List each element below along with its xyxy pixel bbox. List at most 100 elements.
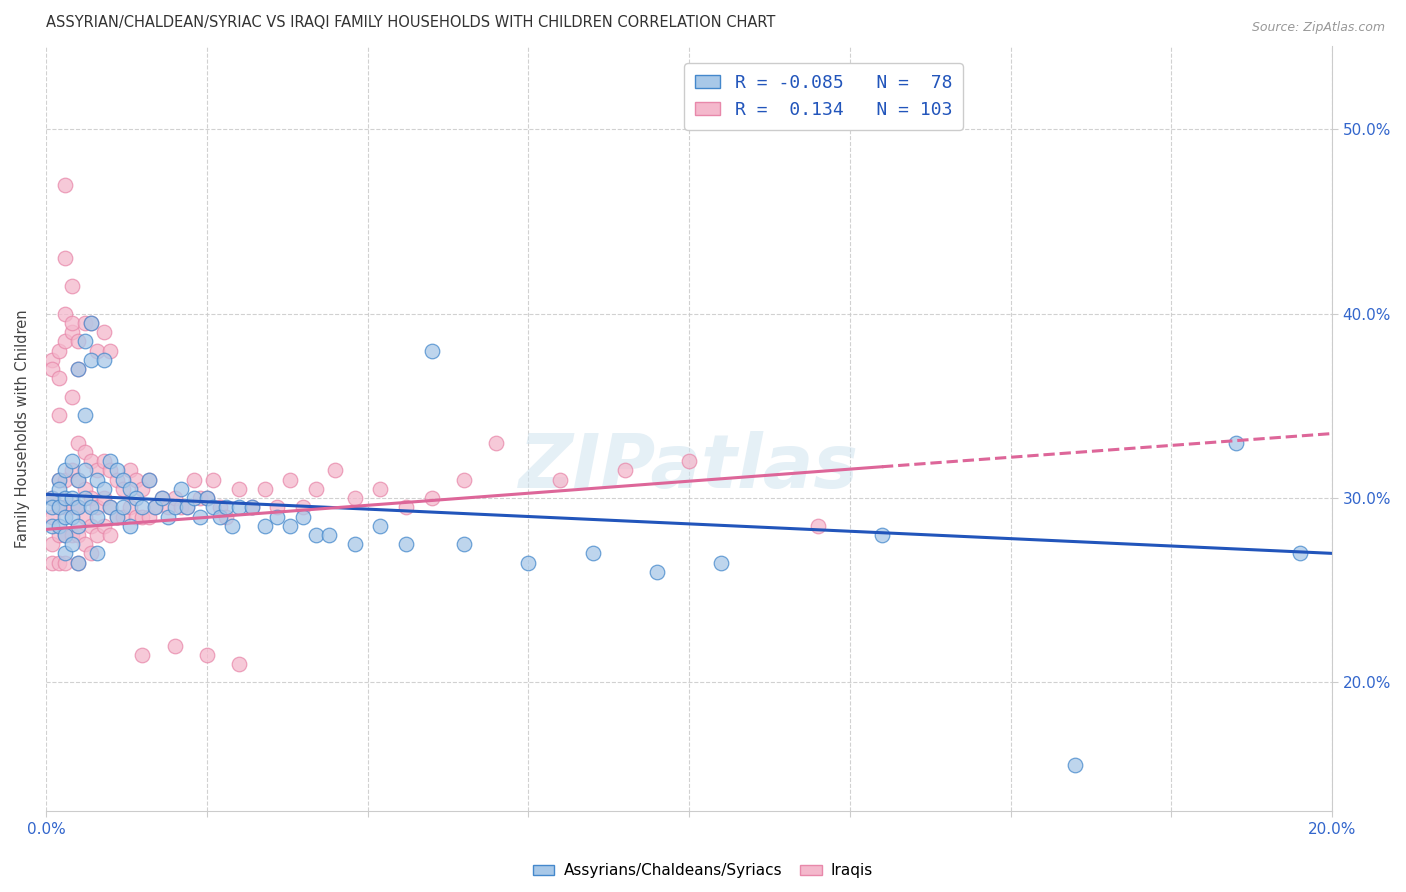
- Point: [613, 463, 636, 477]
- Point: [228, 500, 250, 515]
- Point: [48, 473, 70, 487]
- Point: [73, 408, 96, 422]
- Point: [53, 334, 76, 349]
- Point: [48, 482, 70, 496]
- Point: [183, 491, 205, 505]
- Point: [86, 528, 108, 542]
- Point: [60, 325, 83, 339]
- Point: [48, 518, 70, 533]
- Point: [118, 482, 141, 496]
- Point: [93, 454, 115, 468]
- Point: [305, 482, 328, 496]
- Point: [98, 500, 121, 515]
- Point: [138, 473, 160, 487]
- Point: [170, 500, 193, 515]
- Point: [67, 435, 90, 450]
- Point: [485, 435, 508, 450]
- Point: [73, 537, 96, 551]
- Point: [118, 463, 141, 477]
- Y-axis label: Family Households with Children: Family Households with Children: [15, 310, 30, 549]
- Point: [53, 473, 76, 487]
- Point: [105, 463, 128, 477]
- Point: [343, 491, 366, 505]
- Point: [228, 482, 250, 496]
- Point: [67, 473, 90, 487]
- Point: [325, 463, 347, 477]
- Point: [188, 491, 211, 505]
- Point: [98, 343, 121, 358]
- Text: ASSYRIAN/CHALDEAN/SYRIAC VS IRAQI FAMILY HOUSEHOLDS WITH CHILDREN CORRELATION CH: ASSYRIAN/CHALDEAN/SYRIAC VS IRAQI FAMILY…: [46, 15, 775, 30]
- Point: [73, 482, 96, 496]
- Point: [73, 463, 96, 477]
- Point: [60, 316, 83, 330]
- Point: [150, 491, 173, 505]
- Point: [1289, 546, 1312, 560]
- Point: [67, 556, 90, 570]
- Point: [73, 445, 96, 459]
- Point: [581, 546, 603, 560]
- Point: [118, 518, 141, 533]
- Point: [60, 390, 83, 404]
- Point: [67, 362, 90, 376]
- Point: [60, 279, 83, 293]
- Point: [183, 473, 205, 487]
- Point: [266, 500, 288, 515]
- Point: [163, 491, 186, 505]
- Point: [292, 509, 315, 524]
- Point: [453, 537, 475, 551]
- Point: [98, 454, 121, 468]
- Point: [98, 528, 121, 542]
- Point: [550, 473, 572, 487]
- Point: [98, 500, 121, 515]
- Point: [48, 500, 70, 515]
- Point: [112, 509, 135, 524]
- Point: [53, 307, 76, 321]
- Point: [112, 473, 135, 487]
- Point: [1063, 758, 1085, 772]
- Point: [292, 500, 315, 515]
- Point: [53, 178, 76, 192]
- Point: [48, 528, 70, 542]
- Point: [240, 500, 263, 515]
- Point: [60, 463, 83, 477]
- Point: [86, 463, 108, 477]
- Point: [80, 316, 103, 330]
- Point: [80, 518, 103, 533]
- Point: [157, 500, 180, 515]
- Point: [105, 509, 128, 524]
- Point: [60, 537, 83, 551]
- Point: [73, 509, 96, 524]
- Point: [453, 473, 475, 487]
- Point: [157, 509, 180, 524]
- Point: [60, 500, 83, 515]
- Point: [48, 556, 70, 570]
- Point: [80, 500, 103, 515]
- Point: [125, 491, 148, 505]
- Point: [53, 509, 76, 524]
- Text: ZIPatlas: ZIPatlas: [519, 431, 859, 504]
- Point: [163, 500, 186, 515]
- Point: [678, 454, 700, 468]
- Point: [41, 491, 63, 505]
- Point: [73, 491, 96, 505]
- Point: [202, 473, 225, 487]
- Point: [67, 518, 90, 533]
- Point: [67, 473, 90, 487]
- Point: [60, 509, 83, 524]
- Point: [41, 518, 63, 533]
- Point: [278, 518, 301, 533]
- Point: [215, 509, 238, 524]
- Point: [80, 316, 103, 330]
- Point: [131, 509, 153, 524]
- Point: [41, 500, 63, 515]
- Point: [221, 518, 243, 533]
- Point: [278, 473, 301, 487]
- Point: [67, 362, 90, 376]
- Point: [86, 500, 108, 515]
- Point: [131, 500, 153, 515]
- Point: [86, 343, 108, 358]
- Point: [420, 343, 443, 358]
- Point: [48, 371, 70, 385]
- Point: [125, 509, 148, 524]
- Point: [240, 500, 263, 515]
